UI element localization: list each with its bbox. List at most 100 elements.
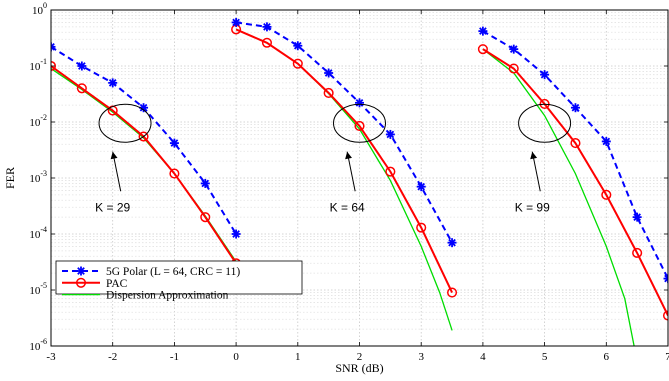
asterisk-stroke [232,230,240,238]
data-point-asterisk [601,136,611,146]
x-tick-label: -3 [46,351,56,363]
data-point-asterisk [77,61,87,71]
asterisk-stroke [448,238,456,247]
x-tick-label: 5 [542,351,548,363]
asterisk-stroke [602,137,611,146]
data-point-circle [354,120,365,132]
asterisk-stroke [540,70,549,79]
asterisk-stroke [51,45,55,51]
data-point-circle [76,83,87,94]
x-tick-label: 2 [357,351,363,363]
data-point-circle [385,166,396,177]
annotation: K = 64 [330,103,386,214]
legend-entry: Dispersion Approximation [62,290,229,302]
data-point-asterisk [293,41,303,51]
asterisk-stroke [201,179,210,188]
asterisk-stroke [664,277,668,283]
annotations: K = 29 K = 64 K = 99 [95,103,572,214]
series-line [482,48,668,316]
asterisk-stroke [51,42,55,49]
data-point-circle [570,138,581,149]
asterisk-stroke [170,139,179,147]
x-tick-label: 6 [604,351,610,363]
asterisk-stroke [77,267,85,275]
annotation-ellipse [98,103,152,143]
data-point-circle [539,98,550,110]
y-tick-label: 10-3 [29,169,47,185]
y-tick-label: 10-6 [29,337,47,353]
data-point-circle [169,168,180,179]
x-axis-label: SNR (dB) [335,361,383,375]
data-point-asterisk [385,129,395,139]
data-point-circle [261,37,273,48]
data-point-circle [138,131,149,142]
asterisk-stroke [417,182,426,191]
annotation-ellipse [518,103,572,143]
asterisk-stroke [293,41,302,50]
x-tick-label: 3 [418,351,424,363]
data-point-asterisk [478,26,488,36]
asterisk-stroke [324,69,333,77]
data-point-asterisk [231,17,241,27]
legend-label: 5G Polar (L = 64, CRC = 11) [106,266,240,278]
data-point-circle [601,189,612,200]
asterisk-stroke [509,45,518,53]
annotation-label: K = 64 [330,200,365,214]
data-point-asterisk [663,274,668,284]
legend-entry: PAC [62,277,128,290]
legend-label: Dispersion Approximation [106,290,229,302]
annotation-label: K = 99 [515,200,550,214]
data-point-asterisk [108,78,118,88]
y-tick-label: 10-1 [29,57,47,73]
x-tick-label: -2 [108,351,117,363]
asterisk-stroke [263,23,271,31]
asterisk-stroke [355,98,364,107]
x-tick-label: 0 [233,351,239,363]
data-point-circle [447,287,458,298]
asterisk-stroke [232,18,240,27]
asterisk-stroke [664,274,668,280]
data-point-circle [477,44,488,55]
data-point-circle [632,247,643,258]
asterisk-stroke [78,62,86,70]
asterisk-stroke [139,103,148,112]
data-point-circle [75,277,87,288]
annotation-arrowhead [110,151,118,160]
data-point-asterisk [200,178,210,188]
asterisk-stroke [108,79,117,87]
annotation-label: K = 29 [95,200,130,214]
series-5g-polar-l-64-crc-11 [51,17,668,284]
x-tick-label: 1 [295,351,301,363]
data-point-asterisk [416,182,426,192]
x-tick-label: 4 [480,351,486,363]
y-tick-label: 10-2 [29,113,47,129]
data-point-asterisk [570,103,580,113]
asterisk-stroke [571,103,580,112]
data-point-asterisk [169,138,179,148]
data-point-asterisk [51,42,56,52]
data-point-circle [292,58,303,69]
data-point-asterisk [447,238,457,248]
data-point-asterisk [632,212,642,222]
annotation-arrowhead [530,151,538,160]
annotation-arrowhead [345,151,352,160]
data-point-circle [323,87,334,99]
data-point-circle [200,212,211,223]
data-point-asterisk [509,44,519,54]
annotation: K = 99 [515,103,572,214]
data-point-asterisk [355,98,364,108]
legend-box [55,260,303,295]
x-tick-label: 7 [665,351,669,363]
asterisk-stroke [633,213,641,221]
y-tick-label: 10-4 [29,225,47,241]
asterisk-stroke [479,27,487,35]
data-point-asterisk [231,229,241,239]
y-tick-label: 100 [32,1,47,17]
y-axis-label: FER [3,167,17,189]
data-point-asterisk [324,68,334,78]
data-point-circle [508,63,519,74]
data-point-circle [416,222,427,233]
series-line [235,28,454,294]
annotation-ellipse [333,103,386,143]
